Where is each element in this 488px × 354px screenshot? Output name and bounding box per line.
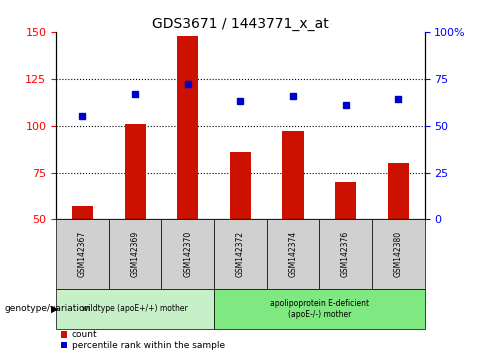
Text: wildtype (apoE+/+) mother: wildtype (apoE+/+) mother: [82, 304, 188, 313]
Text: ▶: ▶: [51, 304, 59, 314]
Text: GSM142367: GSM142367: [78, 231, 87, 277]
Bar: [177, 36, 198, 219]
Text: apolipoprotein E-deficient
(apoE-/-) mother: apolipoprotein E-deficient (apoE-/-) mot…: [270, 299, 369, 319]
Bar: [335, 182, 356, 219]
Bar: [388, 163, 409, 219]
Text: GSM142380: GSM142380: [394, 231, 403, 277]
Text: GSM142369: GSM142369: [131, 231, 140, 277]
Bar: [230, 152, 251, 219]
Text: percentile rank within the sample: percentile rank within the sample: [72, 341, 225, 350]
Text: GSM142372: GSM142372: [236, 231, 245, 277]
Bar: [283, 131, 304, 219]
Text: genotype/variation: genotype/variation: [5, 304, 91, 313]
Text: GSM142370: GSM142370: [183, 231, 192, 277]
Title: GDS3671 / 1443771_x_at: GDS3671 / 1443771_x_at: [152, 17, 329, 31]
Bar: [72, 206, 93, 219]
Text: GSM142374: GSM142374: [288, 231, 298, 277]
Text: count: count: [72, 330, 98, 339]
Text: GSM142376: GSM142376: [341, 231, 350, 277]
Bar: [124, 124, 145, 219]
